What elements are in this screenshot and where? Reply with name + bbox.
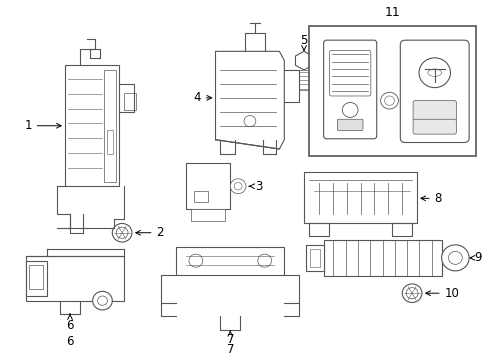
- Text: 1: 1: [24, 119, 61, 132]
- Circle shape: [116, 227, 128, 238]
- Text: 11: 11: [385, 6, 400, 19]
- Circle shape: [244, 116, 256, 127]
- Bar: [306, 245, 323, 271]
- Circle shape: [385, 96, 394, 105]
- Bar: [194, 191, 208, 202]
- Bar: [186, 163, 230, 210]
- FancyBboxPatch shape: [400, 40, 469, 143]
- FancyBboxPatch shape: [413, 119, 456, 134]
- Bar: [65, 65, 119, 186]
- Circle shape: [189, 254, 203, 267]
- Text: 6: 6: [66, 335, 74, 348]
- Bar: [304, 172, 417, 224]
- Circle shape: [93, 291, 112, 310]
- Bar: [299, 70, 309, 90]
- FancyBboxPatch shape: [323, 40, 377, 139]
- Bar: [323, 240, 441, 275]
- FancyBboxPatch shape: [413, 101, 456, 121]
- Text: 8: 8: [421, 192, 442, 205]
- Bar: [124, 93, 136, 110]
- Circle shape: [234, 183, 242, 190]
- Bar: [309, 26, 476, 157]
- Text: 7: 7: [226, 342, 234, 356]
- Text: 9: 9: [470, 251, 482, 264]
- Circle shape: [448, 251, 462, 264]
- Bar: [104, 70, 116, 181]
- Circle shape: [402, 284, 422, 302]
- Bar: [107, 130, 113, 154]
- Bar: [176, 247, 284, 275]
- Text: 2: 2: [136, 226, 164, 239]
- Text: 4: 4: [193, 91, 212, 104]
- Circle shape: [112, 224, 132, 242]
- FancyBboxPatch shape: [330, 50, 371, 96]
- Text: 10: 10: [426, 287, 460, 300]
- Circle shape: [230, 179, 246, 194]
- Text: 3: 3: [249, 180, 262, 193]
- Bar: [29, 265, 44, 289]
- Circle shape: [419, 58, 450, 87]
- Circle shape: [343, 103, 358, 117]
- FancyBboxPatch shape: [338, 119, 363, 130]
- Text: 7: 7: [226, 330, 234, 346]
- Bar: [26, 256, 124, 301]
- Circle shape: [406, 288, 418, 299]
- Circle shape: [258, 254, 271, 267]
- Text: 6: 6: [66, 314, 74, 332]
- Circle shape: [441, 245, 469, 271]
- Polygon shape: [295, 51, 313, 70]
- Bar: [191, 210, 225, 221]
- Circle shape: [98, 296, 107, 305]
- Bar: [26, 261, 48, 296]
- Circle shape: [381, 92, 398, 109]
- Ellipse shape: [428, 69, 441, 76]
- Text: 5: 5: [300, 34, 308, 50]
- Bar: [310, 248, 319, 267]
